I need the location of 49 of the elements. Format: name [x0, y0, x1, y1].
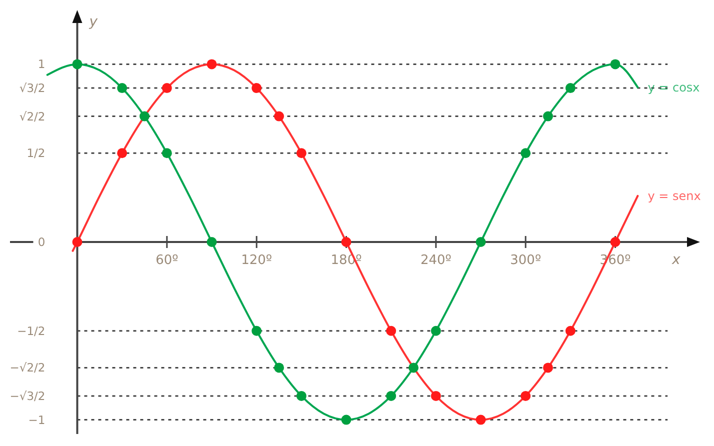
y-tick-label: −1	[28, 412, 46, 427]
y-tick-label: −√2/2	[10, 360, 46, 375]
x-tick-label: 60º	[156, 253, 178, 268]
point	[476, 414, 486, 425]
y-tick-label: √3/2	[19, 81, 46, 96]
point	[520, 148, 531, 158]
y-axis-title: y	[88, 14, 98, 30]
point	[543, 111, 554, 122]
point	[341, 237, 352, 247]
point	[520, 390, 531, 401]
point	[162, 83, 172, 94]
point	[610, 59, 620, 70]
series-label: y = cosx	[648, 80, 700, 94]
point	[252, 326, 262, 336]
y-tick-label: 1/2	[26, 146, 46, 160]
point	[430, 390, 441, 401]
point	[117, 148, 128, 158]
point	[274, 111, 284, 122]
point	[162, 148, 172, 158]
point	[252, 83, 262, 94]
point	[476, 237, 486, 247]
y-tick-label: −1/2	[17, 324, 46, 338]
x-tick-label: 120º	[241, 253, 272, 268]
point	[296, 148, 306, 158]
y-tick-label: 0	[38, 235, 46, 249]
point	[206, 59, 217, 70]
point	[274, 362, 284, 373]
point	[610, 237, 620, 247]
point	[430, 326, 441, 336]
series-label: y = senx	[648, 188, 701, 203]
point	[408, 362, 419, 373]
point	[140, 111, 150, 122]
point	[386, 326, 396, 336]
y-tick-label: 1	[38, 57, 46, 72]
point	[296, 390, 306, 401]
point	[72, 59, 82, 70]
point	[565, 83, 576, 94]
point	[543, 362, 554, 373]
point	[386, 390, 396, 401]
x-axis-title: x	[671, 252, 681, 268]
point	[341, 414, 352, 425]
point	[72, 237, 82, 247]
point	[565, 326, 576, 336]
x-tick-label: 240º	[420, 253, 452, 268]
point	[117, 83, 128, 94]
y-tick-label: √2/2	[19, 109, 46, 124]
y-tick-label: −√3/2	[10, 388, 46, 403]
point	[206, 237, 217, 247]
x-tick-label: 300º	[510, 253, 542, 268]
